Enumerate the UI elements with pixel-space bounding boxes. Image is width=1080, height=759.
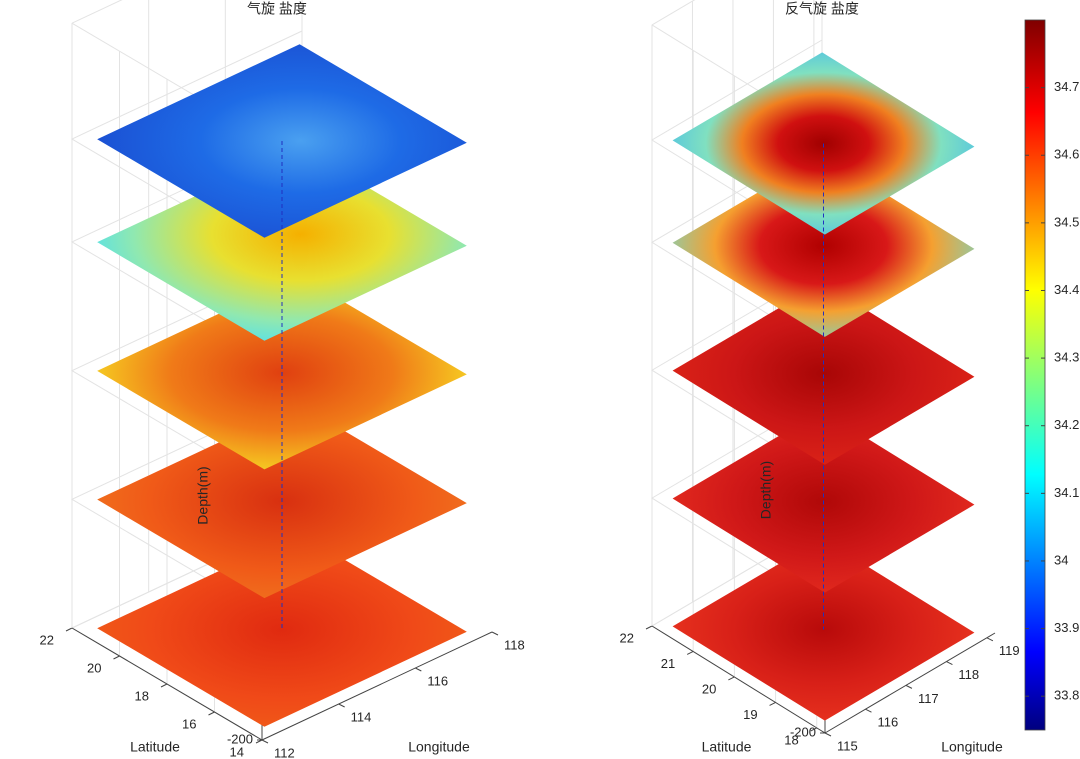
colorbar-tick-label: 34.5 bbox=[1054, 214, 1079, 229]
y-tick bbox=[208, 711, 215, 716]
colorbar bbox=[1024, 19, 1046, 731]
y-tick bbox=[645, 625, 653, 630]
y-tick bbox=[686, 651, 694, 655]
salinity-slice bbox=[672, 154, 975, 337]
colorbar-tick-label: 34.6 bbox=[1054, 147, 1079, 162]
colorbar-tick-label: 34.1 bbox=[1054, 485, 1079, 500]
salinity-slice bbox=[97, 147, 467, 341]
y-tick-label: 21 bbox=[661, 656, 675, 671]
y-tick bbox=[728, 676, 735, 681]
y-tick-label: 20 bbox=[702, 681, 716, 696]
y-tick-label: 19 bbox=[743, 707, 757, 722]
colorbar-tick-label: 34.7 bbox=[1054, 79, 1079, 94]
x-tick bbox=[905, 684, 913, 689]
colorbar-tick-label: 33.8 bbox=[1054, 688, 1079, 703]
box-edge bbox=[651, 0, 696, 26]
z-tick-label: -200 bbox=[227, 731, 253, 746]
x-tick bbox=[865, 708, 872, 713]
x-tick-label: 117 bbox=[918, 691, 939, 706]
x-tick bbox=[491, 631, 499, 636]
chart-title: 气旋 盐度 bbox=[247, 1, 307, 17]
x-tick bbox=[338, 703, 345, 708]
x-tick-label: 114 bbox=[351, 709, 372, 724]
y-tick-label: 20 bbox=[87, 660, 101, 675]
y-tick bbox=[160, 683, 168, 688]
y-tick-label: 18 bbox=[784, 732, 798, 747]
x-tick-label: 118 bbox=[504, 637, 525, 652]
y-tick-label: 22 bbox=[620, 630, 634, 645]
x-axis-label: Longitude bbox=[941, 739, 1003, 755]
colorbar-tick-label: 34.3 bbox=[1054, 350, 1079, 365]
y-tick-label: 16 bbox=[182, 716, 196, 731]
y-tick-label: 18 bbox=[135, 688, 149, 703]
x-tick-label: 116 bbox=[877, 715, 898, 730]
x-tick bbox=[415, 667, 422, 672]
x-axis-line bbox=[261, 631, 493, 741]
x-tick-label: 119 bbox=[999, 643, 1020, 658]
y-tick-label: 14 bbox=[230, 744, 244, 759]
x-tick bbox=[946, 661, 953, 666]
x-tick bbox=[986, 637, 994, 642]
box-edge bbox=[71, 0, 123, 24]
colorbar-tick-label: 34 bbox=[1054, 552, 1068, 567]
salinity-slice bbox=[672, 282, 975, 465]
salinity-slice bbox=[97, 533, 467, 727]
x-axis-line bbox=[824, 632, 996, 734]
y-axis-line bbox=[71, 627, 263, 741]
y-tick-label: 22 bbox=[40, 632, 54, 647]
z-tick-label: -200 bbox=[790, 724, 816, 739]
y-axis-line bbox=[651, 625, 826, 734]
colorbar-tick-label: 33.9 bbox=[1054, 620, 1079, 635]
y-tick bbox=[810, 727, 817, 732]
x-tick bbox=[824, 732, 832, 737]
z-axis-label: Depth(m) bbox=[758, 461, 774, 519]
y-tick bbox=[113, 655, 120, 660]
y-axis-label: Latitude bbox=[702, 739, 752, 755]
y-tick bbox=[255, 739, 263, 744]
colorbar-tick-label: 34.4 bbox=[1054, 282, 1079, 297]
x-axis-label: Longitude bbox=[408, 739, 470, 755]
x-tick-label: 115 bbox=[837, 738, 858, 753]
y-tick bbox=[65, 627, 73, 632]
x-tick-label: 118 bbox=[958, 667, 979, 682]
chart-title: 反气旋 盐度 bbox=[785, 1, 859, 17]
y-tick bbox=[769, 701, 776, 706]
x-tick-label: 116 bbox=[427, 673, 448, 688]
colorbar-tick-label: 34.2 bbox=[1054, 417, 1079, 432]
x-tick-label: 112 bbox=[274, 745, 295, 759]
y-axis-label: Latitude bbox=[130, 739, 180, 755]
z-axis-label: Depth(m) bbox=[195, 466, 211, 524]
x-tick bbox=[261, 739, 269, 744]
